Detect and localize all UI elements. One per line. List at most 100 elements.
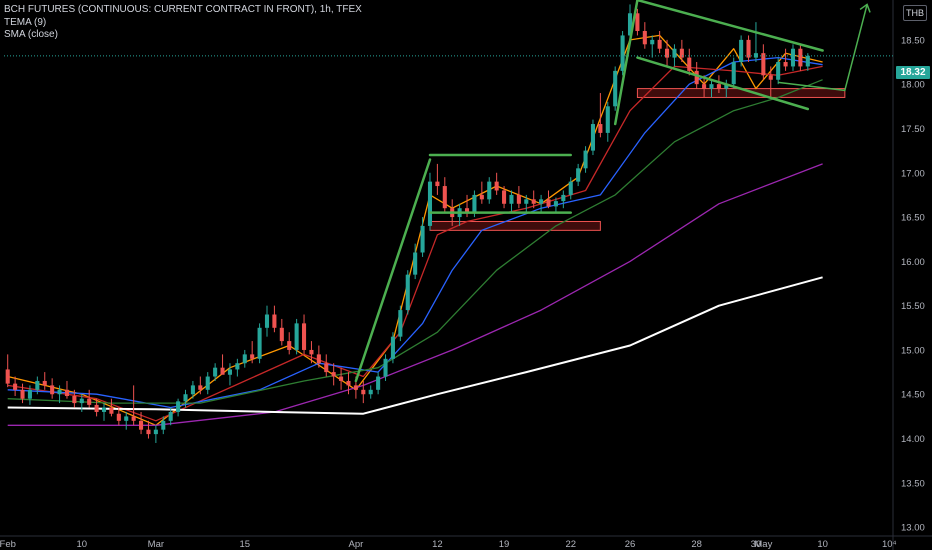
candle-body (131, 416, 136, 421)
candle-body (168, 411, 173, 421)
candle-body (50, 385, 55, 395)
candle-body (87, 398, 92, 405)
x-tick-label: 12 (432, 539, 443, 550)
candle-body (161, 420, 166, 430)
flagpole-line (613, 0, 639, 126)
candle-body (427, 181, 433, 226)
candle-body (650, 39, 655, 45)
sma-indicator-label[interactable]: SMA (close) (4, 29, 58, 40)
candle-body (805, 55, 810, 67)
indicator-line (7, 163, 823, 426)
candle-body (620, 35, 625, 71)
candle-body (635, 13, 640, 32)
candle-body (235, 363, 240, 370)
candle-body (479, 194, 484, 200)
trend-annotations (354, 0, 871, 383)
candle-body (420, 225, 425, 253)
candle-body (20, 389, 25, 399)
candle-body (227, 369, 232, 375)
candle-body (657, 39, 662, 49)
candle-body (13, 383, 18, 390)
candle-body (57, 389, 62, 395)
candle-body (64, 389, 70, 397)
candle-body (272, 314, 277, 328)
x-tick-label: 10 (817, 539, 828, 550)
y-tick-label: 16.50 (901, 213, 925, 224)
candle-body (383, 358, 388, 377)
indicator-line (7, 65, 823, 422)
candle-body (79, 398, 84, 404)
candle-body (302, 323, 307, 350)
candle-body (746, 39, 751, 58)
candle-body (220, 367, 225, 375)
y-tick-label: 17.00 (901, 168, 925, 179)
y-tick-label: 18.00 (901, 80, 925, 91)
x-tick-label: 26 (625, 539, 636, 550)
price-axis[interactable]: 13.00 13.50 14.00 14.50 15.00 15.50 16.00 16.50… (901, 35, 925, 533)
y-tick-label: 13.00 (901, 523, 925, 534)
last-price-tag: 18.32 (896, 66, 930, 79)
candle-body (376, 376, 381, 390)
candle-body (672, 48, 677, 58)
candle-body (257, 327, 262, 359)
currency-badge[interactable]: THB (903, 5, 927, 21)
candle-body (509, 194, 514, 204)
candle-body (390, 336, 395, 359)
flag-top-line (636, 0, 824, 52)
indicator-line (7, 276, 823, 415)
arrow-head (859, 3, 871, 13)
candlesticks (5, 4, 810, 443)
candle-body (739, 39, 744, 63)
candle-body (524, 199, 529, 204)
candle-body (442, 186, 447, 209)
candle-body (316, 354, 321, 364)
candle-body (642, 31, 647, 45)
candle-body (116, 413, 121, 421)
candle-body (124, 416, 129, 421)
candle-body (176, 401, 181, 412)
x-tick-label: 15 (239, 539, 250, 550)
candle-body (702, 84, 707, 89)
candle-body (331, 372, 336, 377)
flag-bottom-line (636, 56, 810, 111)
candle-body (339, 376, 344, 381)
y-tick-label: 14.50 (901, 390, 925, 401)
candle-body (153, 429, 158, 435)
indicator-line (7, 56, 823, 409)
candle-body (487, 181, 492, 200)
candle-body (101, 407, 107, 412)
x-tick-label: Apr (348, 539, 363, 550)
candle-body (553, 201, 558, 207)
candle-body (561, 194, 566, 202)
candle-body (294, 323, 299, 350)
candle-body (472, 194, 477, 213)
candle-body (109, 407, 114, 414)
x-tick-label: Feb (0, 539, 16, 550)
support-zone (429, 220, 601, 231)
candle-body (353, 385, 358, 390)
candle-body (264, 314, 270, 328)
candle-body (242, 354, 247, 364)
candle-body (665, 48, 670, 58)
support-zones (429, 88, 846, 231)
candle-body (94, 404, 99, 412)
candle-body (494, 181, 499, 191)
candle-body (190, 385, 195, 395)
candle-body (687, 57, 692, 71)
x-tick-label: 10 (76, 539, 87, 550)
tema-indicator-label[interactable]: TEMA (9) (4, 16, 47, 28)
candle-body (413, 252, 418, 275)
candle-body (605, 106, 610, 133)
symbol-title[interactable]: BCH FUTURES (CONTINUOUS: CURRENT CONTRAC… (4, 4, 362, 15)
candle-body (679, 48, 684, 58)
candle-body (198, 385, 203, 390)
candle-body (761, 53, 766, 76)
candle-body (287, 341, 292, 350)
candle-body (146, 429, 151, 435)
candle-body (613, 70, 618, 107)
candle-body (627, 13, 633, 36)
y-tick-label: 18.50 (901, 35, 925, 46)
